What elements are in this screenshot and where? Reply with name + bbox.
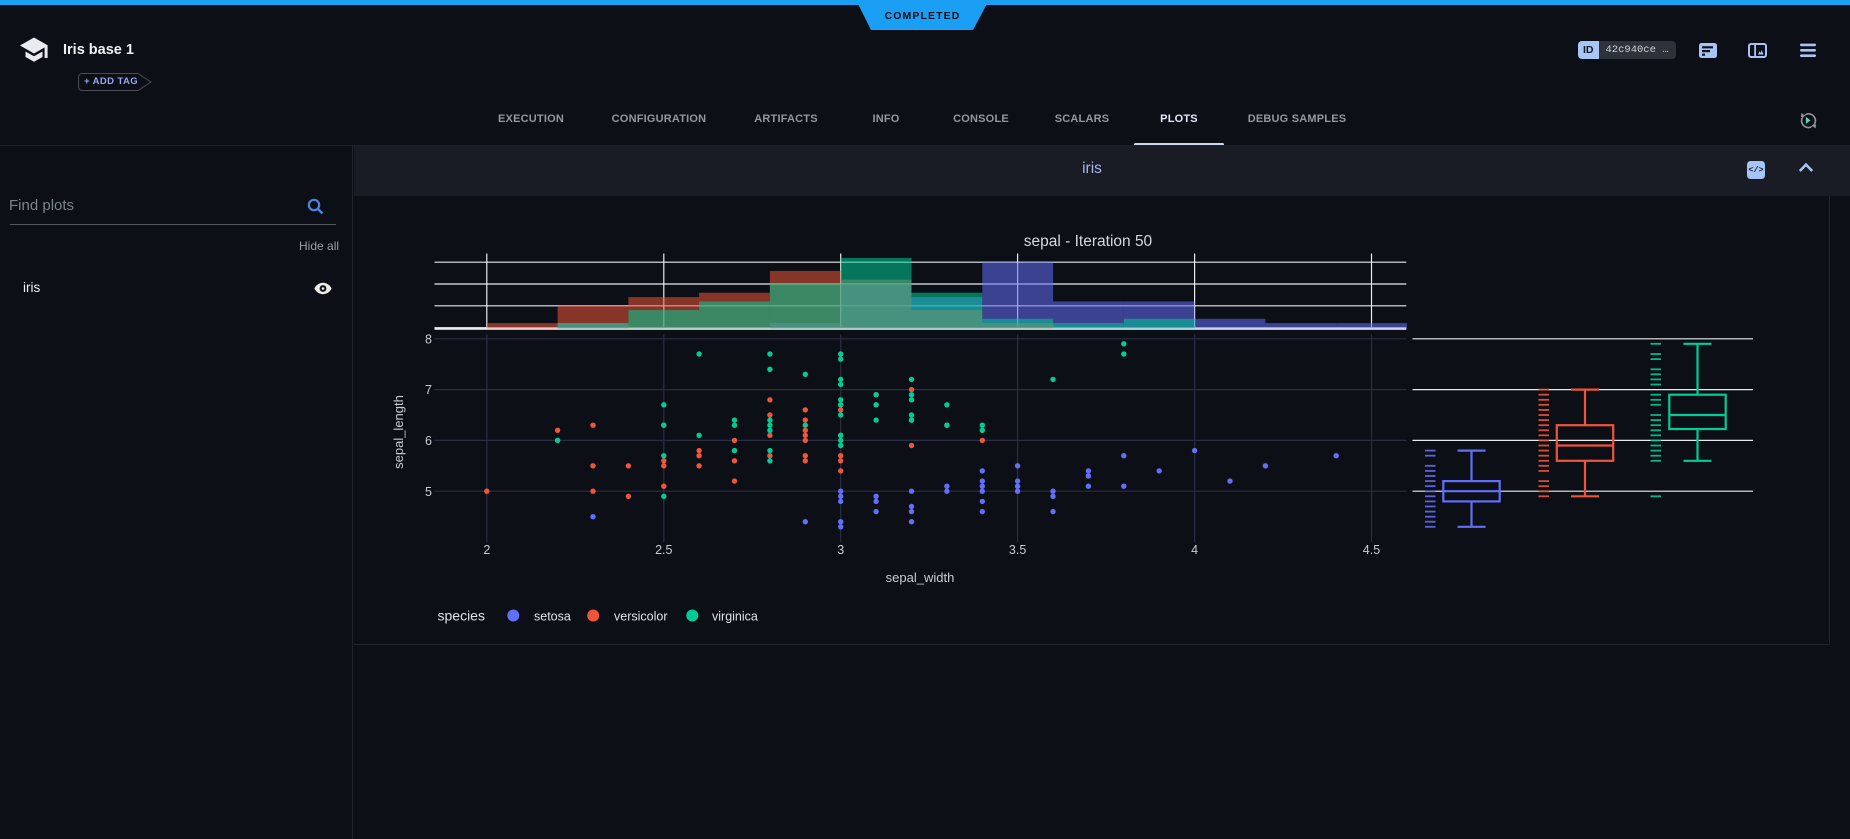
svg-text:2.5: 2.5	[655, 543, 672, 557]
svg-text:2: 2	[483, 543, 490, 557]
svg-text:3: 3	[837, 543, 844, 557]
svg-text:sepal_length: sepal_length	[391, 395, 406, 469]
svg-text:setosa: setosa	[534, 610, 571, 624]
svg-text:8: 8	[425, 332, 432, 346]
svg-text:virginica: virginica	[712, 610, 758, 624]
svg-text:5: 5	[425, 485, 432, 499]
svg-text:species: species	[438, 608, 485, 624]
svg-text:4.5: 4.5	[1363, 543, 1380, 557]
svg-text:4: 4	[1191, 543, 1198, 557]
svg-text:sepal - Iteration 50: sepal - Iteration 50	[1024, 233, 1153, 250]
svg-text:7: 7	[425, 383, 432, 397]
svg-text:3.5: 3.5	[1009, 543, 1026, 557]
svg-text:6: 6	[425, 434, 432, 448]
svg-text:versicolor: versicolor	[614, 610, 668, 624]
svg-text:sepal_width: sepal_width	[886, 570, 955, 585]
